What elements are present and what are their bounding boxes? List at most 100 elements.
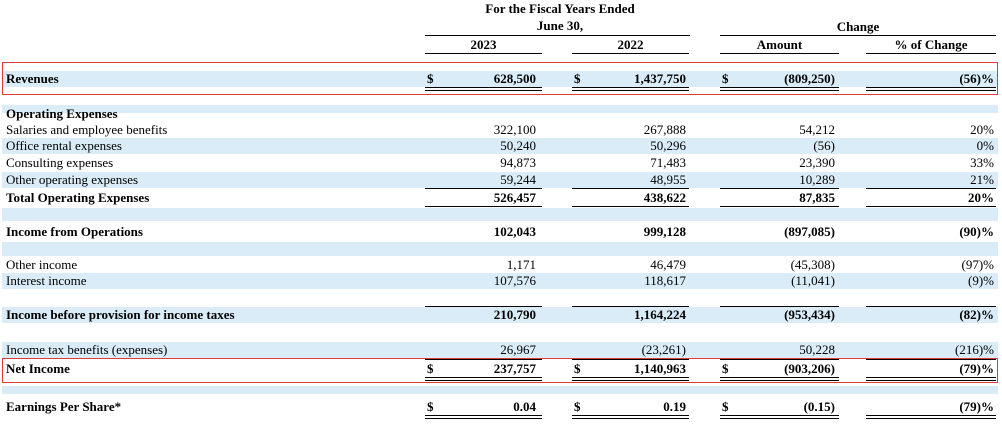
value-2023: 26,967 — [500, 342, 536, 357]
dollar-sign: $ — [722, 71, 729, 86]
double-underline-pct — [866, 415, 996, 419]
value-2023: 628,500 — [493, 71, 536, 86]
row-label: Revenues — [6, 71, 59, 86]
dollar-sign: $ — [427, 71, 434, 86]
value-amount: (809,250) — [784, 71, 835, 86]
total-line-pct — [866, 206, 996, 207]
dollar-sign: $ — [722, 399, 729, 414]
col-header-amount: Amount — [756, 37, 803, 52]
subtotal-line-amount — [720, 306, 839, 307]
row-label: Total Operating Expenses — [6, 190, 150, 205]
value-pct: (56)% — [959, 71, 994, 86]
col-header-2022: 2022 — [617, 37, 644, 52]
total-line-2023 — [425, 206, 542, 207]
value-amount: (45,308) — [790, 257, 835, 272]
period-underline — [425, 35, 690, 36]
row-consulting: Consulting expenses 94,873 71,483 23,390… — [2, 155, 998, 171]
value-2022: 267,888 — [643, 122, 686, 137]
value-2022: 118,617 — [644, 273, 686, 288]
highlight-box-net-income — [2, 358, 998, 383]
row-income-tax: Income tax benefits (expenses) 26,967 (2… — [2, 342, 998, 358]
col-header-2023: 2023 — [470, 37, 497, 52]
value-2023: 526,457 — [493, 190, 536, 205]
subtotal-line-2023 — [425, 188, 542, 189]
value-amount: 87,835 — [799, 190, 835, 205]
row-label: Other operating expenses — [6, 172, 139, 187]
double-underline-2023 — [425, 377, 542, 381]
row-label: Income before provision for income taxes — [6, 307, 235, 322]
value-2023: 0.04 — [513, 399, 536, 414]
value-pct: 0% — [976, 138, 994, 153]
dollar-sign: $ — [574, 361, 581, 376]
dollar-sign: $ — [574, 399, 581, 414]
subtotal-line-2023 — [425, 359, 542, 360]
value-2023: 50,240 — [500, 138, 536, 153]
row-spacer — [2, 208, 998, 221]
value-2022: 1,140,963 — [634, 361, 686, 376]
row-label: Income from Operations — [6, 224, 143, 239]
value-2022: 1,437,750 — [634, 71, 686, 86]
value-2022: 438,622 — [643, 190, 686, 205]
row-total-opex: Total Operating Expenses 526,457 438,622… — [2, 190, 998, 206]
value-amount: (11,041) — [791, 273, 835, 288]
value-2022: 999,128 — [643, 224, 686, 239]
subtotal-line-2022 — [572, 359, 689, 360]
value-amount: 23,390 — [799, 155, 835, 170]
value-amount: (897,085) — [784, 224, 835, 239]
subtotal-line-amount — [720, 359, 839, 360]
value-2023: 322,100 — [493, 122, 536, 137]
double-underline-pct — [866, 377, 996, 381]
col-underline-2022 — [572, 53, 689, 54]
subtotal-line-pct — [866, 306, 996, 307]
row-income-before-taxes: Income before provision for income taxes… — [2, 307, 998, 323]
dollar-sign: $ — [427, 361, 434, 376]
value-2023: 210,790 — [493, 307, 536, 322]
row-other-income: Other income 1,171 46,479 (45,308) (97)% — [2, 257, 998, 273]
value-pct: 20% — [970, 122, 994, 137]
row-office-rental: Office rental expenses 50,240 50,296 (56… — [2, 138, 998, 154]
value-2022: 1,164,224 — [634, 307, 686, 322]
col-underline-pct — [866, 53, 996, 54]
col-underline-amount — [720, 53, 839, 54]
subtotal-line-amount — [720, 188, 839, 189]
row-other-opex: Other operating expenses 59,244 48,955 1… — [2, 172, 998, 188]
row-label: Earnings Per Share* — [6, 399, 122, 414]
row-label: Income tax benefits (expenses) — [6, 342, 168, 357]
double-underline-2022 — [572, 87, 689, 91]
period-header-line2: June 30, — [536, 18, 584, 33]
double-underline-2023 — [425, 415, 542, 419]
value-2023: 94,873 — [500, 155, 536, 170]
dollar-sign: $ — [722, 361, 729, 376]
double-underline-2023 — [425, 87, 542, 91]
row-interest-income: Interest income 107,576 118,617 (11,041)… — [2, 273, 998, 289]
row-opex-header: Operating Expenses — [2, 106, 998, 122]
value-amount: 50,228 — [799, 342, 835, 357]
value-amount: 10,289 — [799, 172, 835, 187]
subtotal-line-pct — [866, 188, 996, 189]
row-eps: Earnings Per Share* $ 0.04 $ 0.19 $ (0.1… — [2, 399, 998, 415]
value-2023: 59,244 — [500, 172, 536, 187]
row-spacer — [2, 242, 998, 256]
value-pct: 21% — [970, 172, 994, 187]
row-spacer — [2, 386, 998, 394]
value-amount: (903,206) — [784, 361, 835, 376]
value-pct: (9)% — [968, 273, 994, 288]
value-amount: (56) — [813, 138, 835, 153]
row-spacer — [2, 105, 998, 113]
total-line-2022 — [572, 206, 689, 207]
highlight-box-revenues — [2, 62, 998, 95]
value-pct: 20% — [968, 190, 994, 205]
col-underline-2023 — [425, 53, 542, 54]
row-label: Office rental expenses — [6, 138, 122, 153]
double-underline-amount — [720, 415, 839, 419]
row-label: Consulting expenses — [6, 155, 114, 170]
value-pct: (79)% — [959, 361, 994, 376]
value-2022: 71,483 — [650, 155, 686, 170]
value-2022: 48,955 — [650, 172, 686, 187]
row-label: Operating Expenses — [6, 106, 118, 121]
value-2022: 50,296 — [650, 138, 686, 153]
dollar-sign: $ — [427, 399, 434, 414]
value-2022: 0.19 — [663, 399, 686, 414]
row-revenues: Revenues $ 628,500 $ 1,437,750 $ (809,25… — [2, 71, 998, 87]
period-header-line1: For the Fiscal Years Ended — [485, 1, 635, 16]
